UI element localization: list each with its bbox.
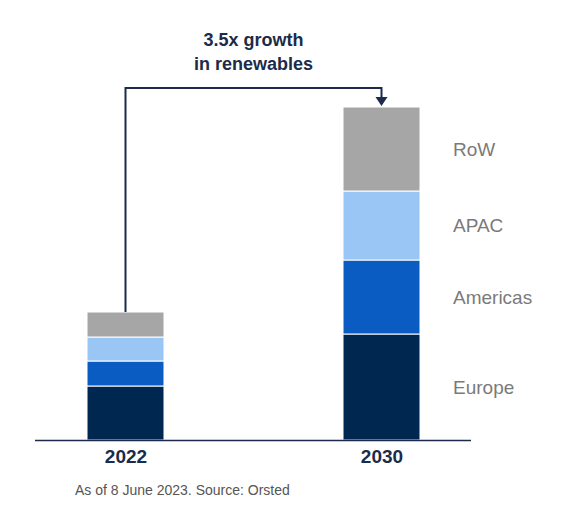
- svg-text:Europe: Europe: [453, 377, 514, 398]
- svg-text:2030: 2030: [361, 446, 403, 467]
- html-text:As of 8 June 2023. Source: Ors: As of 8 June 2023. Source: Orsted: [75, 482, 290, 498]
- svg-text:3.5x growth: 3.5x growth: [203, 30, 303, 50]
- svg-text:in renewables: in renewables: [194, 54, 313, 74]
- svg-text:Americas: Americas: [453, 287, 532, 308]
- svg-text:2022: 2022: [105, 446, 147, 467]
- svg-text:RoW: RoW: [453, 139, 495, 160]
- svg-text:APAC: APAC: [453, 215, 503, 236]
